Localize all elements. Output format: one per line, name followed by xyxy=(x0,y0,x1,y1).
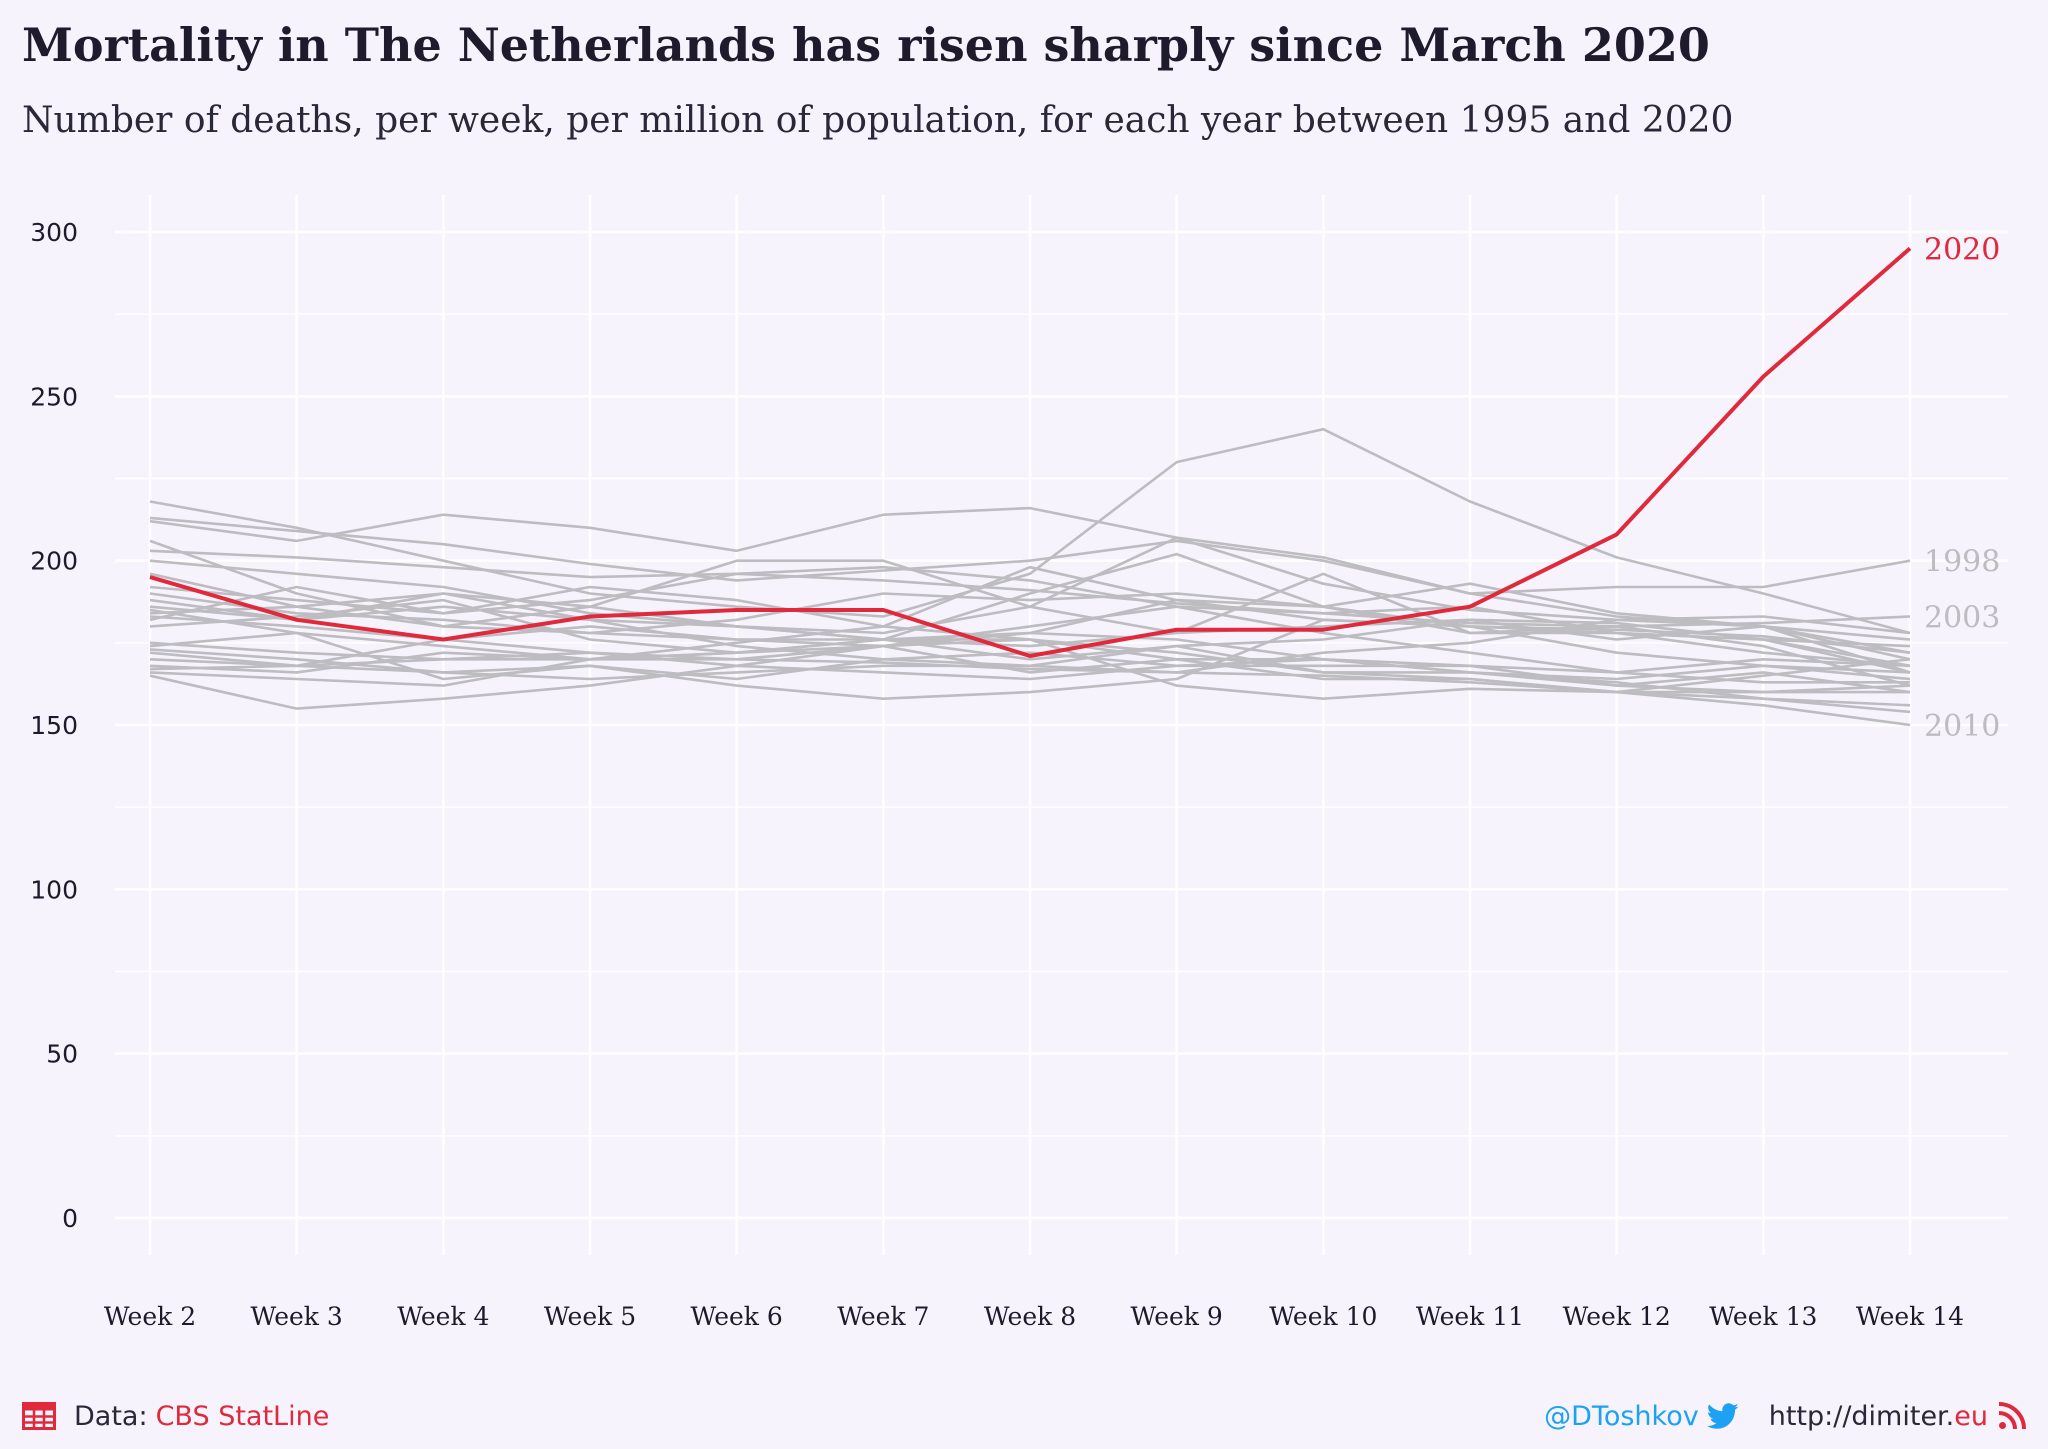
site-tld: eu xyxy=(1954,1400,1988,1432)
x-tick-label: Week 13 xyxy=(1709,1302,1817,1331)
series-line xyxy=(149,592,1911,687)
x-tick-label: Week 11 xyxy=(1416,1302,1524,1331)
source-link[interactable]: CBS StatLine xyxy=(155,1400,330,1432)
y-tick-label: 100 xyxy=(30,875,78,904)
series-line-highlight xyxy=(149,246,1912,658)
x-tick-label: Week 6 xyxy=(691,1302,783,1331)
rss-feed-icon[interactable] xyxy=(1998,1402,2026,1430)
end-label: 2020 xyxy=(1924,232,2000,267)
grid-layer xyxy=(115,195,2008,1255)
series-line xyxy=(149,592,1911,674)
x-tick-label: Week 4 xyxy=(397,1302,489,1331)
series-line xyxy=(149,631,1911,694)
series-line xyxy=(149,572,1911,648)
y-tick-label: 50 xyxy=(46,1040,78,1069)
y-tick-label: 300 xyxy=(30,218,78,247)
end-label: 2010 xyxy=(1924,709,2000,744)
twitter-bird-icon[interactable] xyxy=(1706,1402,1739,1430)
series-line xyxy=(149,657,1911,710)
series-line xyxy=(149,608,1911,701)
series-line xyxy=(149,565,1911,654)
y-tick-label: 150 xyxy=(30,711,78,740)
credits: @DToshkov http://dimiter.eu xyxy=(1544,1396,2026,1436)
x-tick-label: Week 5 xyxy=(544,1302,636,1331)
x-tick-label: Week 7 xyxy=(837,1302,929,1331)
y-tick-label: 250 xyxy=(30,382,78,411)
table-icon xyxy=(22,1402,56,1430)
y-tick-label: 200 xyxy=(30,547,78,576)
end-label: 1998 xyxy=(1924,545,2000,580)
x-tick-label: Week 10 xyxy=(1269,1302,1377,1331)
data-prefix: Data: xyxy=(74,1400,148,1432)
series-layer xyxy=(149,246,1912,727)
chart-title: Mortality in The Netherlands has risen s… xyxy=(22,18,1710,72)
x-tick-label: Week 12 xyxy=(1563,1302,1671,1331)
series-line xyxy=(149,625,1910,701)
y-tick-label: 0 xyxy=(62,1204,78,1233)
end-label: 2003 xyxy=(1924,601,2000,636)
series-line xyxy=(149,618,1911,681)
chart-subtitle: Number of deaths, per week, per million … xyxy=(22,100,1734,141)
x-tick-label: Week 3 xyxy=(251,1302,343,1331)
end-labels: 2020 1998 2003 2010 xyxy=(1924,232,2000,744)
x-tick-label: Week 14 xyxy=(1856,1302,1964,1331)
series-line xyxy=(149,427,1911,635)
y-axis: 0 50 100 150 200 250 300 xyxy=(30,218,78,1233)
series-line xyxy=(149,516,1911,595)
twitter-handle-link[interactable]: @DToshkov xyxy=(1544,1400,1699,1432)
site-main: http://dimiter. xyxy=(1768,1400,1955,1432)
website-link[interactable]: http://dimiter.eu xyxy=(1769,1401,1988,1432)
x-tick-label: Week 9 xyxy=(1131,1302,1223,1331)
x-axis: Week 2 Week 3 Week 4 Week 5 Week 6 Week 7 Week… xyxy=(104,1302,1964,1331)
x-tick-label: Week 2 xyxy=(104,1302,196,1331)
x-tick-label: Week 8 xyxy=(984,1302,1076,1331)
data-source: Data: CBS StatLine xyxy=(22,1396,329,1436)
